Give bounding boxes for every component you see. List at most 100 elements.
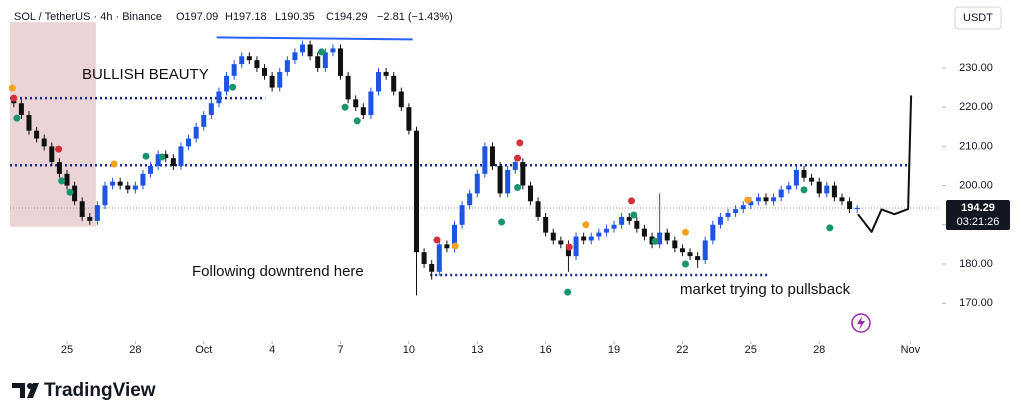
y-tick-label: 230.00 xyxy=(959,62,993,74)
signal-dot xyxy=(565,243,573,251)
candle-body xyxy=(368,91,374,116)
ohlc-open: O197.09 xyxy=(176,11,218,23)
x-tick-label: 19 xyxy=(608,344,620,356)
candle-body xyxy=(429,263,435,272)
candle-body xyxy=(596,232,602,237)
candle-body xyxy=(269,75,275,88)
y-tick-label: 180.00 xyxy=(959,258,993,270)
x-tick-label: 25 xyxy=(745,344,757,356)
signal-dot xyxy=(66,188,74,196)
x-tick-label: 25 xyxy=(61,344,73,356)
candle-body xyxy=(360,107,366,116)
currency[interactable]: USDT xyxy=(963,12,993,24)
candle-body xyxy=(300,44,306,53)
candle-body xyxy=(664,232,670,241)
y-tick-label: 210.00 xyxy=(959,140,993,152)
signal-dot xyxy=(341,103,349,111)
x-tick-label: Oct xyxy=(195,344,212,356)
candle-body xyxy=(786,185,792,190)
signal-dot xyxy=(681,228,689,236)
brand-name[interactable]: TradingView xyxy=(44,380,156,401)
ohlc-high: H197.18 xyxy=(225,11,267,23)
candle-body xyxy=(186,138,192,147)
candle-body xyxy=(406,107,412,131)
candle-body xyxy=(163,154,169,159)
candle-body xyxy=(573,236,579,257)
candle-body xyxy=(277,71,283,88)
signal-dot xyxy=(681,260,689,268)
candle-body xyxy=(520,162,526,186)
x-tick-label: 7 xyxy=(337,344,343,356)
candle-body xyxy=(41,138,47,147)
y-tick-label: 220.00 xyxy=(959,101,993,113)
candle-body xyxy=(634,220,640,229)
currency-box[interactable] xyxy=(954,6,1002,30)
ohlc-low: L190.35 xyxy=(275,11,315,23)
candle-body xyxy=(467,193,473,206)
signal-dot xyxy=(514,184,522,192)
candle-body xyxy=(18,103,24,116)
candle-body xyxy=(725,213,731,217)
candle-body xyxy=(330,48,336,53)
candle-body xyxy=(254,60,260,69)
candle-body xyxy=(178,146,184,166)
candle-body xyxy=(148,165,154,174)
signal-dot xyxy=(582,221,590,229)
signal-dot xyxy=(158,153,166,161)
candle-body xyxy=(809,177,815,182)
candle-body xyxy=(687,252,693,257)
price-label: 194.29 xyxy=(961,202,995,214)
x-tick-label: 4 xyxy=(269,344,275,356)
candle-body xyxy=(72,185,78,202)
candle-body xyxy=(421,252,427,264)
candle-body xyxy=(816,181,822,194)
annotation: Following downtrend here xyxy=(192,263,364,280)
candle-body xyxy=(224,75,230,92)
candle-body xyxy=(284,60,290,72)
candle-body xyxy=(246,56,252,61)
signal-dot xyxy=(318,48,326,56)
candle-body xyxy=(847,201,853,210)
signal-dot xyxy=(8,84,16,92)
candle-body xyxy=(26,115,32,131)
lightning-icon[interactable] xyxy=(851,313,871,333)
candle-body xyxy=(497,165,503,194)
x-tick-label: 28 xyxy=(129,344,141,356)
signal-dot xyxy=(229,83,237,91)
candle-body xyxy=(353,99,359,108)
signal-dot xyxy=(110,160,118,168)
candle-body xyxy=(581,236,587,241)
candle-body xyxy=(87,216,93,221)
candle-body xyxy=(413,130,420,253)
candle-body xyxy=(733,209,739,214)
candle-body xyxy=(140,173,146,186)
candle-body xyxy=(626,216,632,221)
candle-body xyxy=(657,232,663,245)
signal-dot xyxy=(628,197,636,205)
candle-body xyxy=(755,197,761,202)
signal-dot xyxy=(498,218,506,226)
signal-dot xyxy=(516,139,524,147)
brand-logo[interactable]: TradingView xyxy=(12,380,156,401)
candle-body xyxy=(125,185,131,190)
candle-body xyxy=(748,201,754,206)
candle-body xyxy=(216,91,222,104)
candle-body xyxy=(558,240,564,245)
candle-body xyxy=(201,115,207,127)
price-label-box xyxy=(946,199,1010,230)
candle-body xyxy=(543,216,549,233)
signal-dot xyxy=(433,236,441,244)
candle-body xyxy=(839,197,845,202)
candle-body xyxy=(34,130,40,139)
signal-dot xyxy=(564,288,572,296)
x-tick-label: 22 xyxy=(676,344,688,356)
candle-body xyxy=(117,181,123,186)
candle-body xyxy=(603,228,609,233)
candle-body xyxy=(489,146,495,166)
candle-body xyxy=(710,224,716,241)
candle-body xyxy=(763,197,769,202)
candle-body xyxy=(79,201,85,217)
candle-body xyxy=(679,248,685,253)
plot-area xyxy=(8,22,940,296)
